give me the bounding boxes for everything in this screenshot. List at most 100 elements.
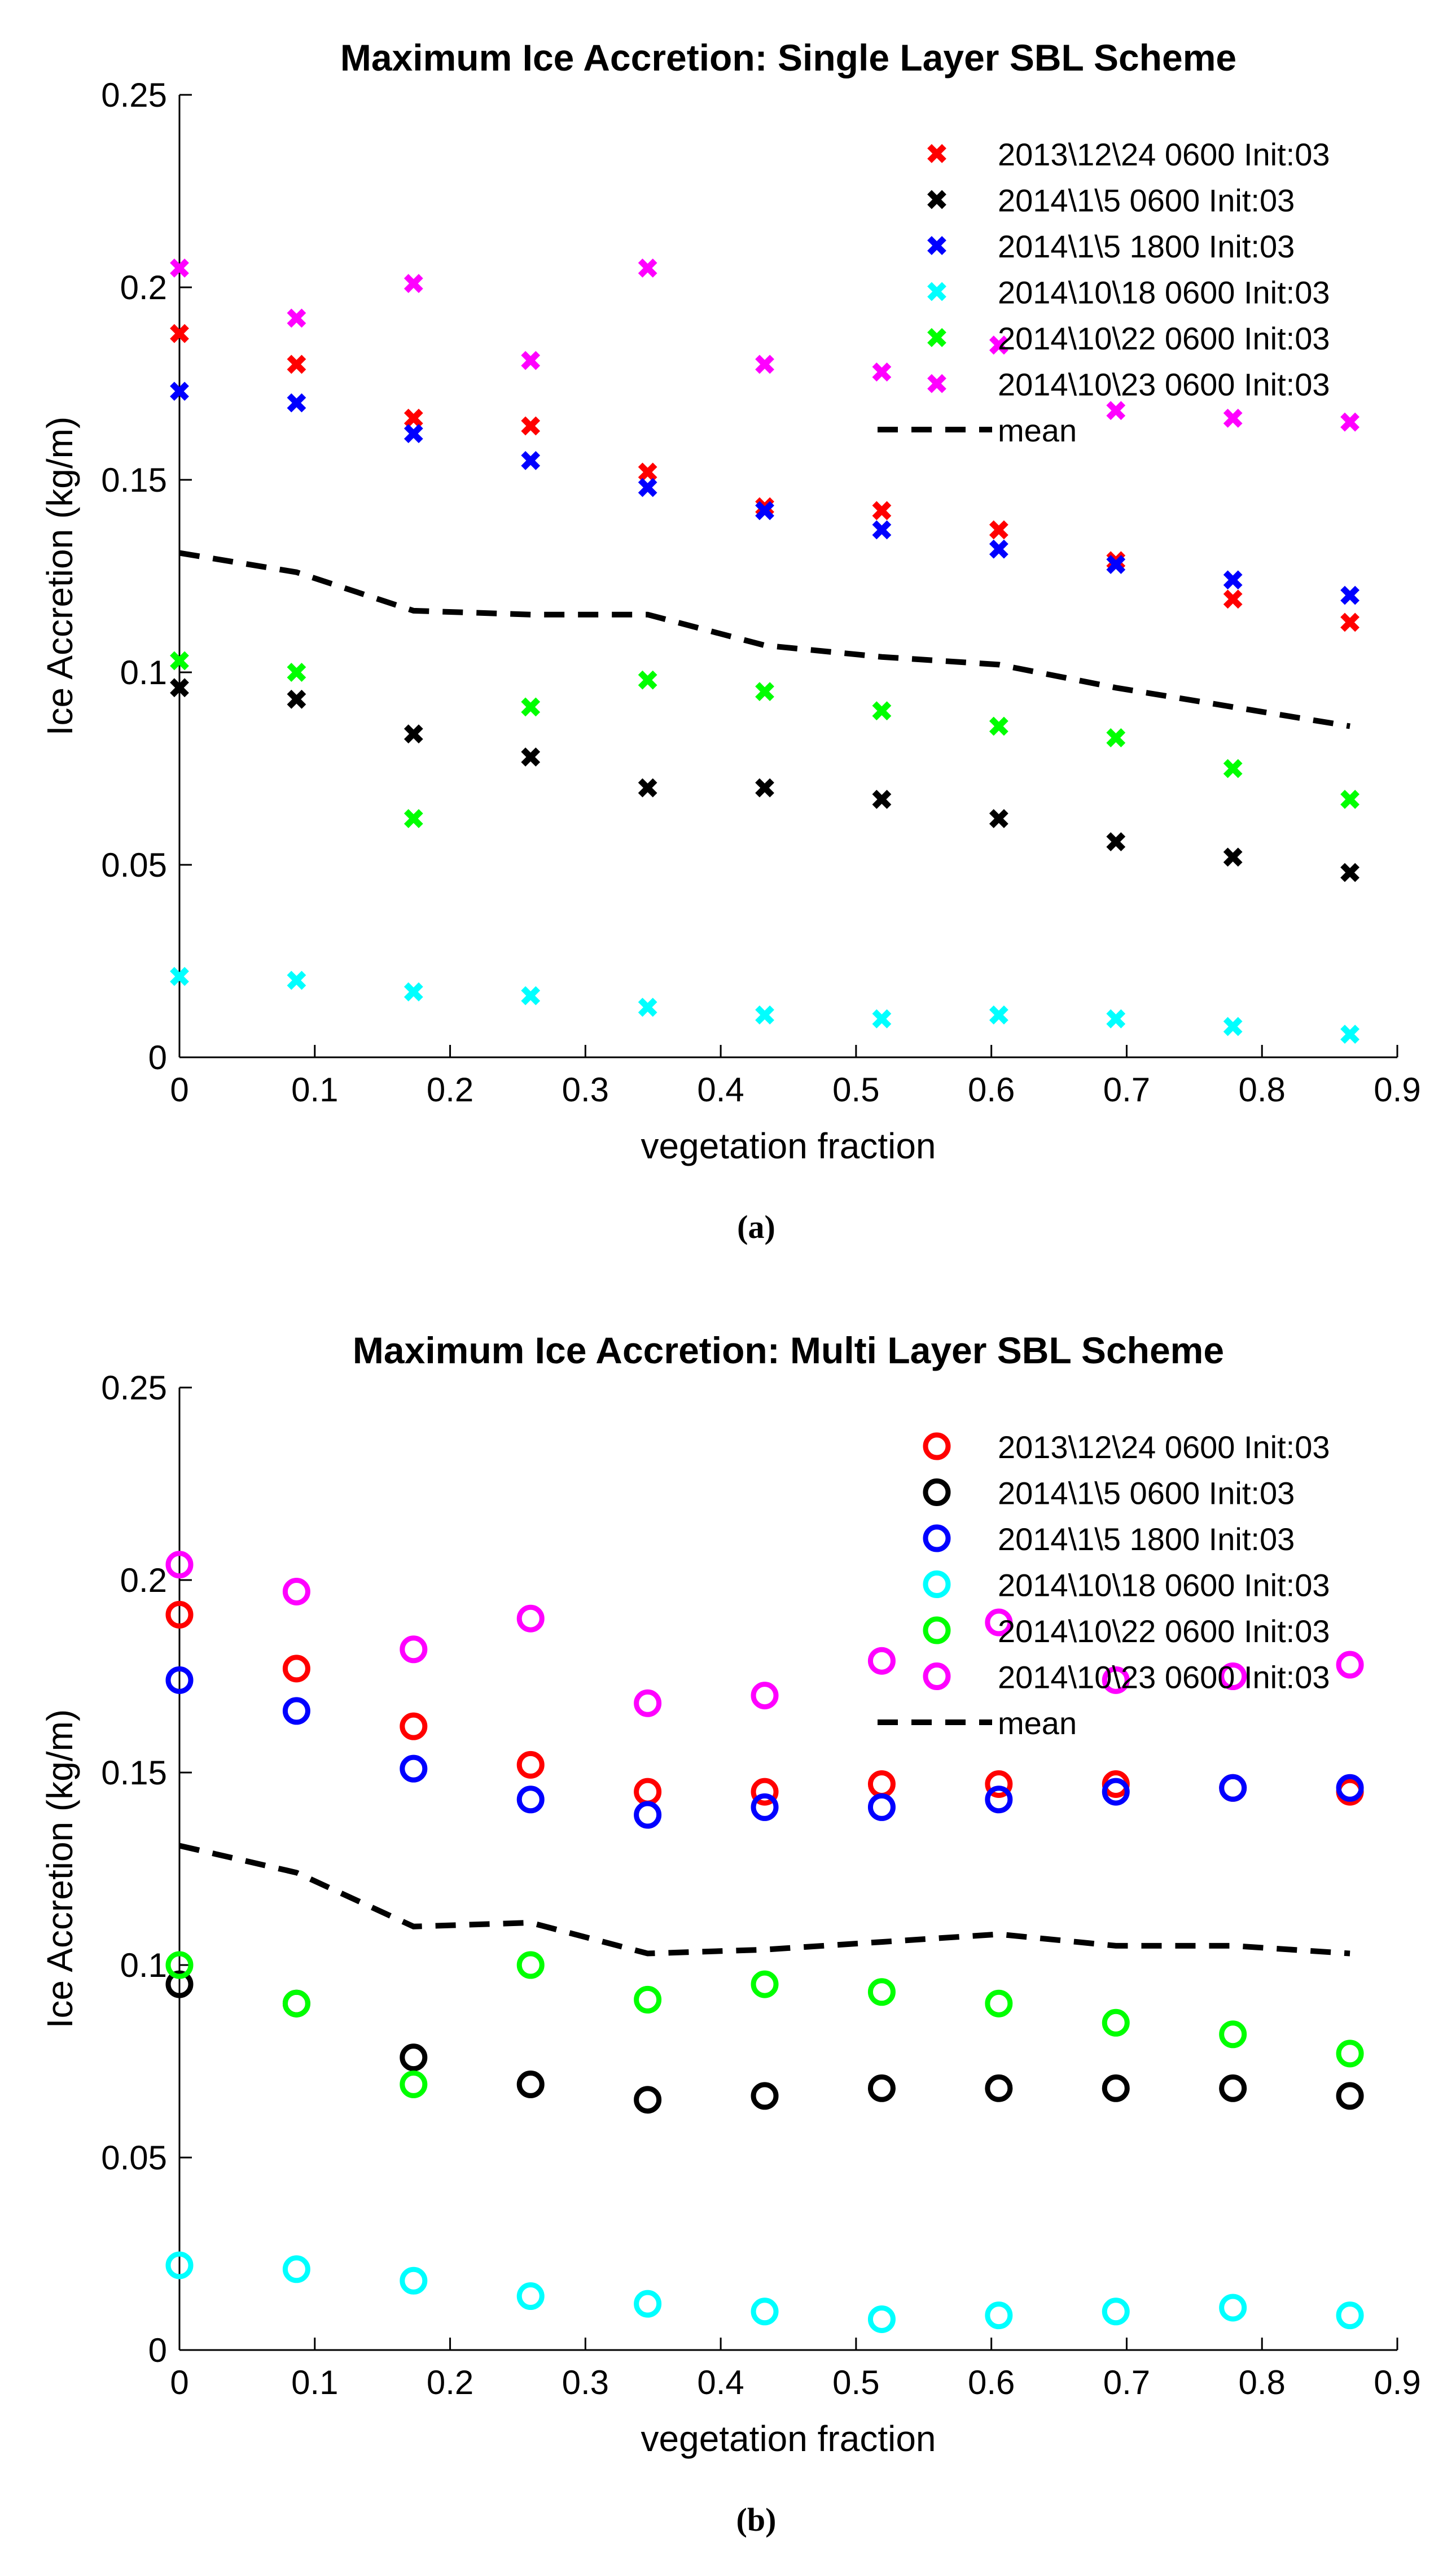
data-point <box>989 809 1008 829</box>
y-tick-label: 0 <box>148 2331 167 2369</box>
data-point <box>634 1689 662 1717</box>
data-point <box>400 1635 428 1664</box>
data-point <box>282 1655 310 1683</box>
data-point <box>1336 2040 1364 2068</box>
legend-label: 2014\10\23 0600 Init:03 <box>998 367 1330 402</box>
x-tick-label: 0.8 <box>1239 1071 1286 1109</box>
y-tick-label: 0.15 <box>101 1754 167 1792</box>
data-point <box>516 1604 545 1633</box>
data-point <box>516 1786 545 1814</box>
data-point <box>1223 408 1243 428</box>
legend-label: 2014\1\5 0600 Init:03 <box>998 183 1295 218</box>
legend-marker <box>927 282 946 301</box>
data-point <box>1102 1666 1130 1694</box>
data-point <box>1102 1778 1130 1806</box>
data-point <box>1219 1774 1247 1802</box>
data-point <box>867 1978 896 2006</box>
data-point <box>867 1793 896 1821</box>
data-point <box>638 997 657 1017</box>
x-tick-label: 0.3 <box>562 2364 609 2401</box>
data-point <box>638 778 657 798</box>
data-point <box>1219 2294 1247 2322</box>
data-point <box>872 501 892 520</box>
data-point <box>872 520 892 540</box>
data-point <box>170 651 189 671</box>
data-point <box>1102 2074 1130 2102</box>
x-tick-label: 0 <box>170 2364 188 2401</box>
data-point <box>282 1577 310 1605</box>
data-point <box>638 478 657 497</box>
data-point <box>755 355 774 374</box>
data-point <box>516 2070 545 2098</box>
data-point <box>1106 832 1126 851</box>
data-point <box>165 1951 194 1979</box>
x-tick-label: 0.5 <box>832 1071 879 1109</box>
x-axis-label: vegetation fraction <box>641 1126 936 1166</box>
data-point <box>989 335 1008 355</box>
data-point <box>170 382 189 401</box>
chart-title: Maximum Ice Accretion: Single Layer SBL … <box>340 37 1236 78</box>
y-tick-label: 0.1 <box>120 1946 167 1984</box>
y-axis-label: Ice Accretion (kg/m) <box>40 1709 80 2029</box>
data-point <box>989 716 1008 736</box>
data-point <box>1106 1009 1126 1029</box>
data-point <box>867 2074 896 2102</box>
data-point <box>521 986 541 1005</box>
data-point <box>1336 1651 1364 1679</box>
legend-label: 2014\10\22 0600 Init:03 <box>998 321 1330 356</box>
x-tick-label: 0.9 <box>1374 2364 1420 2401</box>
data-point <box>1336 2082 1364 2110</box>
data-point <box>404 809 423 829</box>
legend-label: 2014\10\23 0600 Init:03 <box>998 1660 1330 1695</box>
data-point <box>1102 2008 1130 2037</box>
legend-label: 2013\12\24 0600 Init:03 <box>998 1429 1330 1465</box>
legend-label: 2014\1\5 1800 Init:03 <box>998 229 1295 264</box>
data-point <box>521 697 541 717</box>
data-point <box>634 1985 662 2014</box>
legend-label-mean: mean <box>998 413 1077 448</box>
data-point <box>985 1608 1013 1636</box>
data-point <box>1106 401 1126 421</box>
x-tick-label: 0.2 <box>427 2364 473 2401</box>
data-point <box>287 970 306 990</box>
legend-label: 2014\10\18 0600 Init:03 <box>998 1568 1330 1603</box>
data-point <box>872 1009 892 1029</box>
data-point <box>755 682 774 701</box>
data-point <box>985 2301 1013 2330</box>
mean-line <box>179 550 1350 729</box>
data-point <box>404 424 423 444</box>
data-point <box>1223 1017 1243 1036</box>
legend-marker <box>923 1570 951 1598</box>
data-point <box>751 1970 779 1998</box>
data-point <box>516 2282 545 2311</box>
x-tick-label: 0.8 <box>1239 2364 1286 2401</box>
legend-marker <box>923 1478 951 1506</box>
data-point <box>1340 1025 1359 1044</box>
chart-single-layer: Maximum Ice Accretion: Single Layer SBL … <box>40 37 1421 1166</box>
data-point <box>985 1786 1013 1814</box>
data-point <box>1102 2298 1130 2326</box>
y-tick-label: 0.25 <box>101 76 167 114</box>
data-point <box>751 1793 779 1821</box>
data-point <box>755 778 774 798</box>
mean-line <box>178 1843 1350 1957</box>
data-point <box>165 1600 194 1629</box>
legend-marker <box>927 374 946 393</box>
data-point <box>521 747 541 767</box>
data-point <box>634 1801 662 1829</box>
data-point <box>1340 790 1359 809</box>
data-point <box>170 323 189 343</box>
data-point <box>282 1697 310 1725</box>
legend-label: 2014\1\5 0600 Init:03 <box>998 1476 1295 1511</box>
data-point <box>1223 570 1243 590</box>
data-point <box>1106 555 1126 574</box>
legend-label: 2013\12\24 0600 Init:03 <box>998 137 1330 172</box>
legend-marker <box>923 1616 951 1644</box>
data-point <box>1223 847 1243 867</box>
data-point <box>1223 589 1243 609</box>
data-point <box>867 1647 896 1675</box>
data-point <box>287 663 306 682</box>
x-tick-label: 0 <box>170 1071 188 1109</box>
data-point <box>1340 585 1359 605</box>
